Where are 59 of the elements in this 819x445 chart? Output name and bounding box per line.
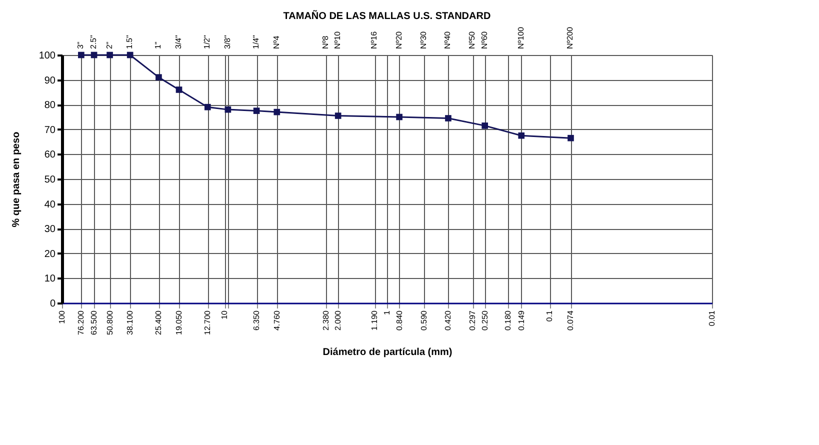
x-axis-title: Diámetro de partícula (mm) (322, 346, 452, 358)
text: Nº16 (370, 30, 379, 49)
x-tick-label: 0.1 (545, 310, 554, 322)
x-tick-label: 0.297 (468, 310, 478, 331)
x-tick-label: 0.180 (504, 310, 513, 331)
x-tick-label: 0.420 (444, 310, 453, 331)
x-tick-label: 1.190 (370, 310, 380, 331)
x-tick-label: 50.800 (105, 310, 114, 335)
x-tick-label: 25.400 (154, 310, 164, 335)
y-tick-label: 80 (44, 100, 56, 112)
y-tick-label: 100 (38, 50, 56, 62)
text: 2.5" (89, 34, 98, 49)
x-tick-label: 6.350 (252, 310, 262, 331)
x-tick-label: 0.149 (516, 310, 526, 331)
chart-title: TAMAÑO DE LAS MALLAS U.S. STANDARD (283, 10, 491, 22)
x-tick-label: 0.01 (708, 310, 716, 326)
x-tick-label: 0.074 (566, 310, 576, 331)
x-tick-label: 0.840 (394, 310, 404, 331)
text: Nº30 (419, 30, 428, 49)
x-tick-label: 63.500 (90, 310, 99, 335)
x-tick-label: 19.050 (174, 310, 184, 335)
text: 2" (104, 42, 114, 49)
y-tick-label: 30 (44, 224, 56, 236)
text: 1" (154, 42, 163, 49)
y-tick-label: 50 (44, 174, 56, 186)
text: Nº60 (480, 30, 489, 49)
x-tick-label: 76.200 (76, 310, 86, 335)
x-tick-label: 4.760 (272, 310, 282, 331)
text: Nº40 (443, 30, 452, 49)
y-tick-label: 40 (44, 199, 56, 210)
text: 1/4" (252, 34, 261, 49)
x-tick-label: 2.000 (334, 310, 343, 331)
x-tick-label: 10 (220, 310, 229, 320)
x-tick-label: 38.100 (126, 310, 135, 335)
y-tick-label: 60 (44, 150, 56, 161)
x-tick-label: 2.380 (321, 310, 330, 331)
y-axis-title: % que pasa en peso (10, 132, 22, 228)
x-tick-label: 12.700 (203, 310, 212, 335)
text: Nº50 (468, 30, 477, 49)
text: 1.5" (125, 34, 134, 49)
y-tick-label: 0 (50, 298, 56, 310)
text: Nº100 (516, 26, 526, 49)
x-tick-label: 0.590 (420, 310, 429, 331)
y-tick-label: 90 (44, 75, 56, 86)
text: 1/2" (202, 34, 212, 49)
y-tick-label: 10 (44, 274, 56, 285)
text: Nº20 (394, 30, 404, 49)
text: Nº10 (333, 30, 342, 49)
x-tick-label: 100 (58, 310, 66, 324)
text: Nº200 (566, 26, 575, 49)
y-tick-label: 70 (44, 124, 56, 136)
x-tick-label: 1 (382, 310, 392, 315)
text: Nº8 (320, 35, 330, 49)
y-tick-label: 20 (44, 248, 56, 260)
text: Nº4 (272, 35, 281, 49)
text: 3/8" (222, 34, 232, 49)
x-tick-label: 0.250 (480, 310, 490, 331)
text: 3" (76, 42, 86, 49)
text: 3/4" (174, 34, 184, 49)
